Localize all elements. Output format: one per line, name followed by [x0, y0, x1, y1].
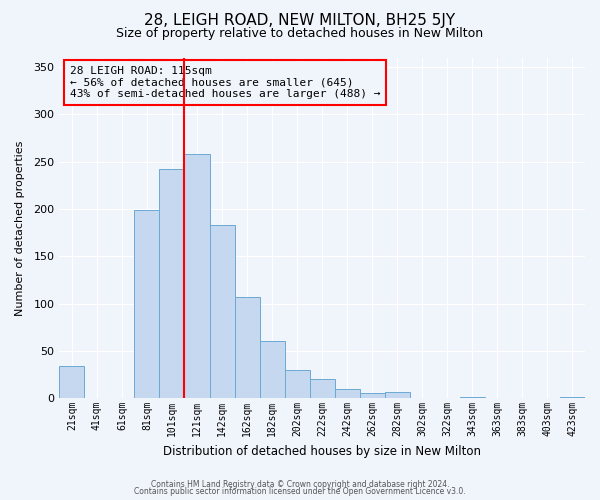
Text: Contains HM Land Registry data © Crown copyright and database right 2024.: Contains HM Land Registry data © Crown c… — [151, 480, 449, 489]
Bar — [560, 397, 585, 398]
Y-axis label: Number of detached properties: Number of detached properties — [15, 140, 25, 316]
Bar — [385, 392, 410, 398]
Bar — [134, 210, 160, 398]
X-axis label: Distribution of detached houses by size in New Milton: Distribution of detached houses by size … — [163, 444, 481, 458]
Bar — [284, 370, 310, 398]
Bar — [235, 297, 260, 398]
Bar — [460, 397, 485, 398]
Bar — [335, 388, 360, 398]
Text: 28, LEIGH ROAD, NEW MILTON, BH25 5JY: 28, LEIGH ROAD, NEW MILTON, BH25 5JY — [145, 12, 455, 28]
Text: Contains public sector information licensed under the Open Government Licence v3: Contains public sector information licen… — [134, 488, 466, 496]
Text: Size of property relative to detached houses in New Milton: Size of property relative to detached ho… — [116, 28, 484, 40]
Bar — [360, 394, 385, 398]
Bar — [160, 169, 184, 398]
Text: 28 LEIGH ROAD: 115sqm
← 56% of detached houses are smaller (645)
43% of semi-det: 28 LEIGH ROAD: 115sqm ← 56% of detached … — [70, 66, 380, 99]
Bar — [59, 366, 85, 398]
Bar — [184, 154, 209, 398]
Bar — [260, 342, 284, 398]
Bar — [209, 225, 235, 398]
Bar — [310, 379, 335, 398]
